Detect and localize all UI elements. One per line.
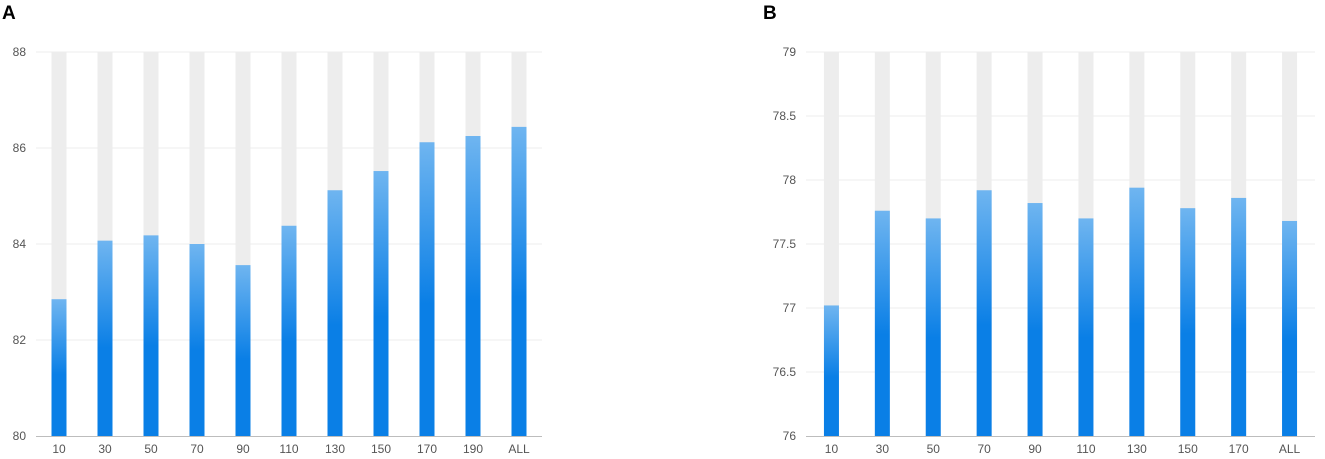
y-tick-label: 80	[13, 429, 27, 443]
y-tick-label: 88	[13, 45, 27, 59]
x-tick-label: 170	[417, 442, 437, 456]
x-tick-label: 190	[463, 442, 483, 456]
x-tick-label: 90	[236, 442, 250, 456]
x-tick-label: 50	[927, 442, 941, 456]
x-tick-label: 50	[144, 442, 158, 456]
y-tick-label: 76	[783, 429, 797, 443]
x-tick-label: 110	[279, 442, 298, 456]
y-tick-label: 79	[783, 45, 797, 59]
y-tick-label: 78	[783, 173, 797, 187]
bar	[1129, 187, 1145, 436]
bar	[1027, 203, 1043, 436]
y-tick-label: 84	[13, 237, 27, 251]
x-tick-label: 150	[1178, 442, 1198, 456]
bar	[51, 299, 67, 436]
bar	[373, 171, 389, 437]
bar	[281, 225, 297, 436]
x-tick-label: 70	[977, 442, 991, 456]
x-tick-label: 130	[325, 442, 345, 456]
x-tick-label: 150	[371, 442, 391, 456]
x-tick-label: 170	[1229, 442, 1249, 456]
bar	[874, 210, 890, 436]
x-tick-label: 130	[1127, 442, 1147, 456]
y-tick-label: 77.5	[773, 237, 797, 251]
x-tick-label: ALL	[1279, 442, 1301, 456]
panel-label-a: A	[2, 3, 16, 24]
bar	[189, 244, 205, 436]
bar	[925, 218, 941, 436]
y-tick-label: 77	[783, 301, 797, 315]
x-tick-label: ALL	[508, 442, 530, 456]
bar	[327, 190, 343, 436]
bar	[976, 190, 992, 436]
y-tick-label: 76.5	[773, 365, 797, 379]
bar	[419, 142, 435, 437]
x-tick-label: 10	[825, 442, 839, 456]
panel-label-b: B	[763, 3, 777, 24]
bar	[823, 305, 839, 436]
bar	[1231, 197, 1247, 436]
bar	[1078, 218, 1094, 436]
bar	[1282, 220, 1298, 436]
bar	[1180, 208, 1196, 436]
y-tick-label: 86	[13, 141, 27, 155]
x-tick-label: 30	[876, 442, 890, 456]
bar	[235, 265, 251, 436]
x-tick-label: 10	[52, 442, 66, 456]
x-tick-label: 30	[98, 442, 112, 456]
x-tick-label: 70	[190, 442, 204, 456]
bar	[97, 240, 113, 436]
x-tick-label: 110	[1076, 442, 1095, 456]
chart-panel-b: 76 76.5 77 77.5 78 78.5 79 10 30 50 70 90 110 130 150 1…	[773, 45, 1315, 456]
x-tick-label: 90	[1028, 442, 1042, 456]
bar	[511, 126, 527, 436]
bar	[465, 136, 481, 436]
bar	[143, 235, 159, 436]
y-tick-label: 82	[13, 333, 27, 347]
chart-panel-a: 80 82 84 86 88 10 30 50 70 90 110 130 150 170 190 ALL	[13, 45, 542, 456]
y-tick-label: 78.5	[773, 109, 797, 123]
